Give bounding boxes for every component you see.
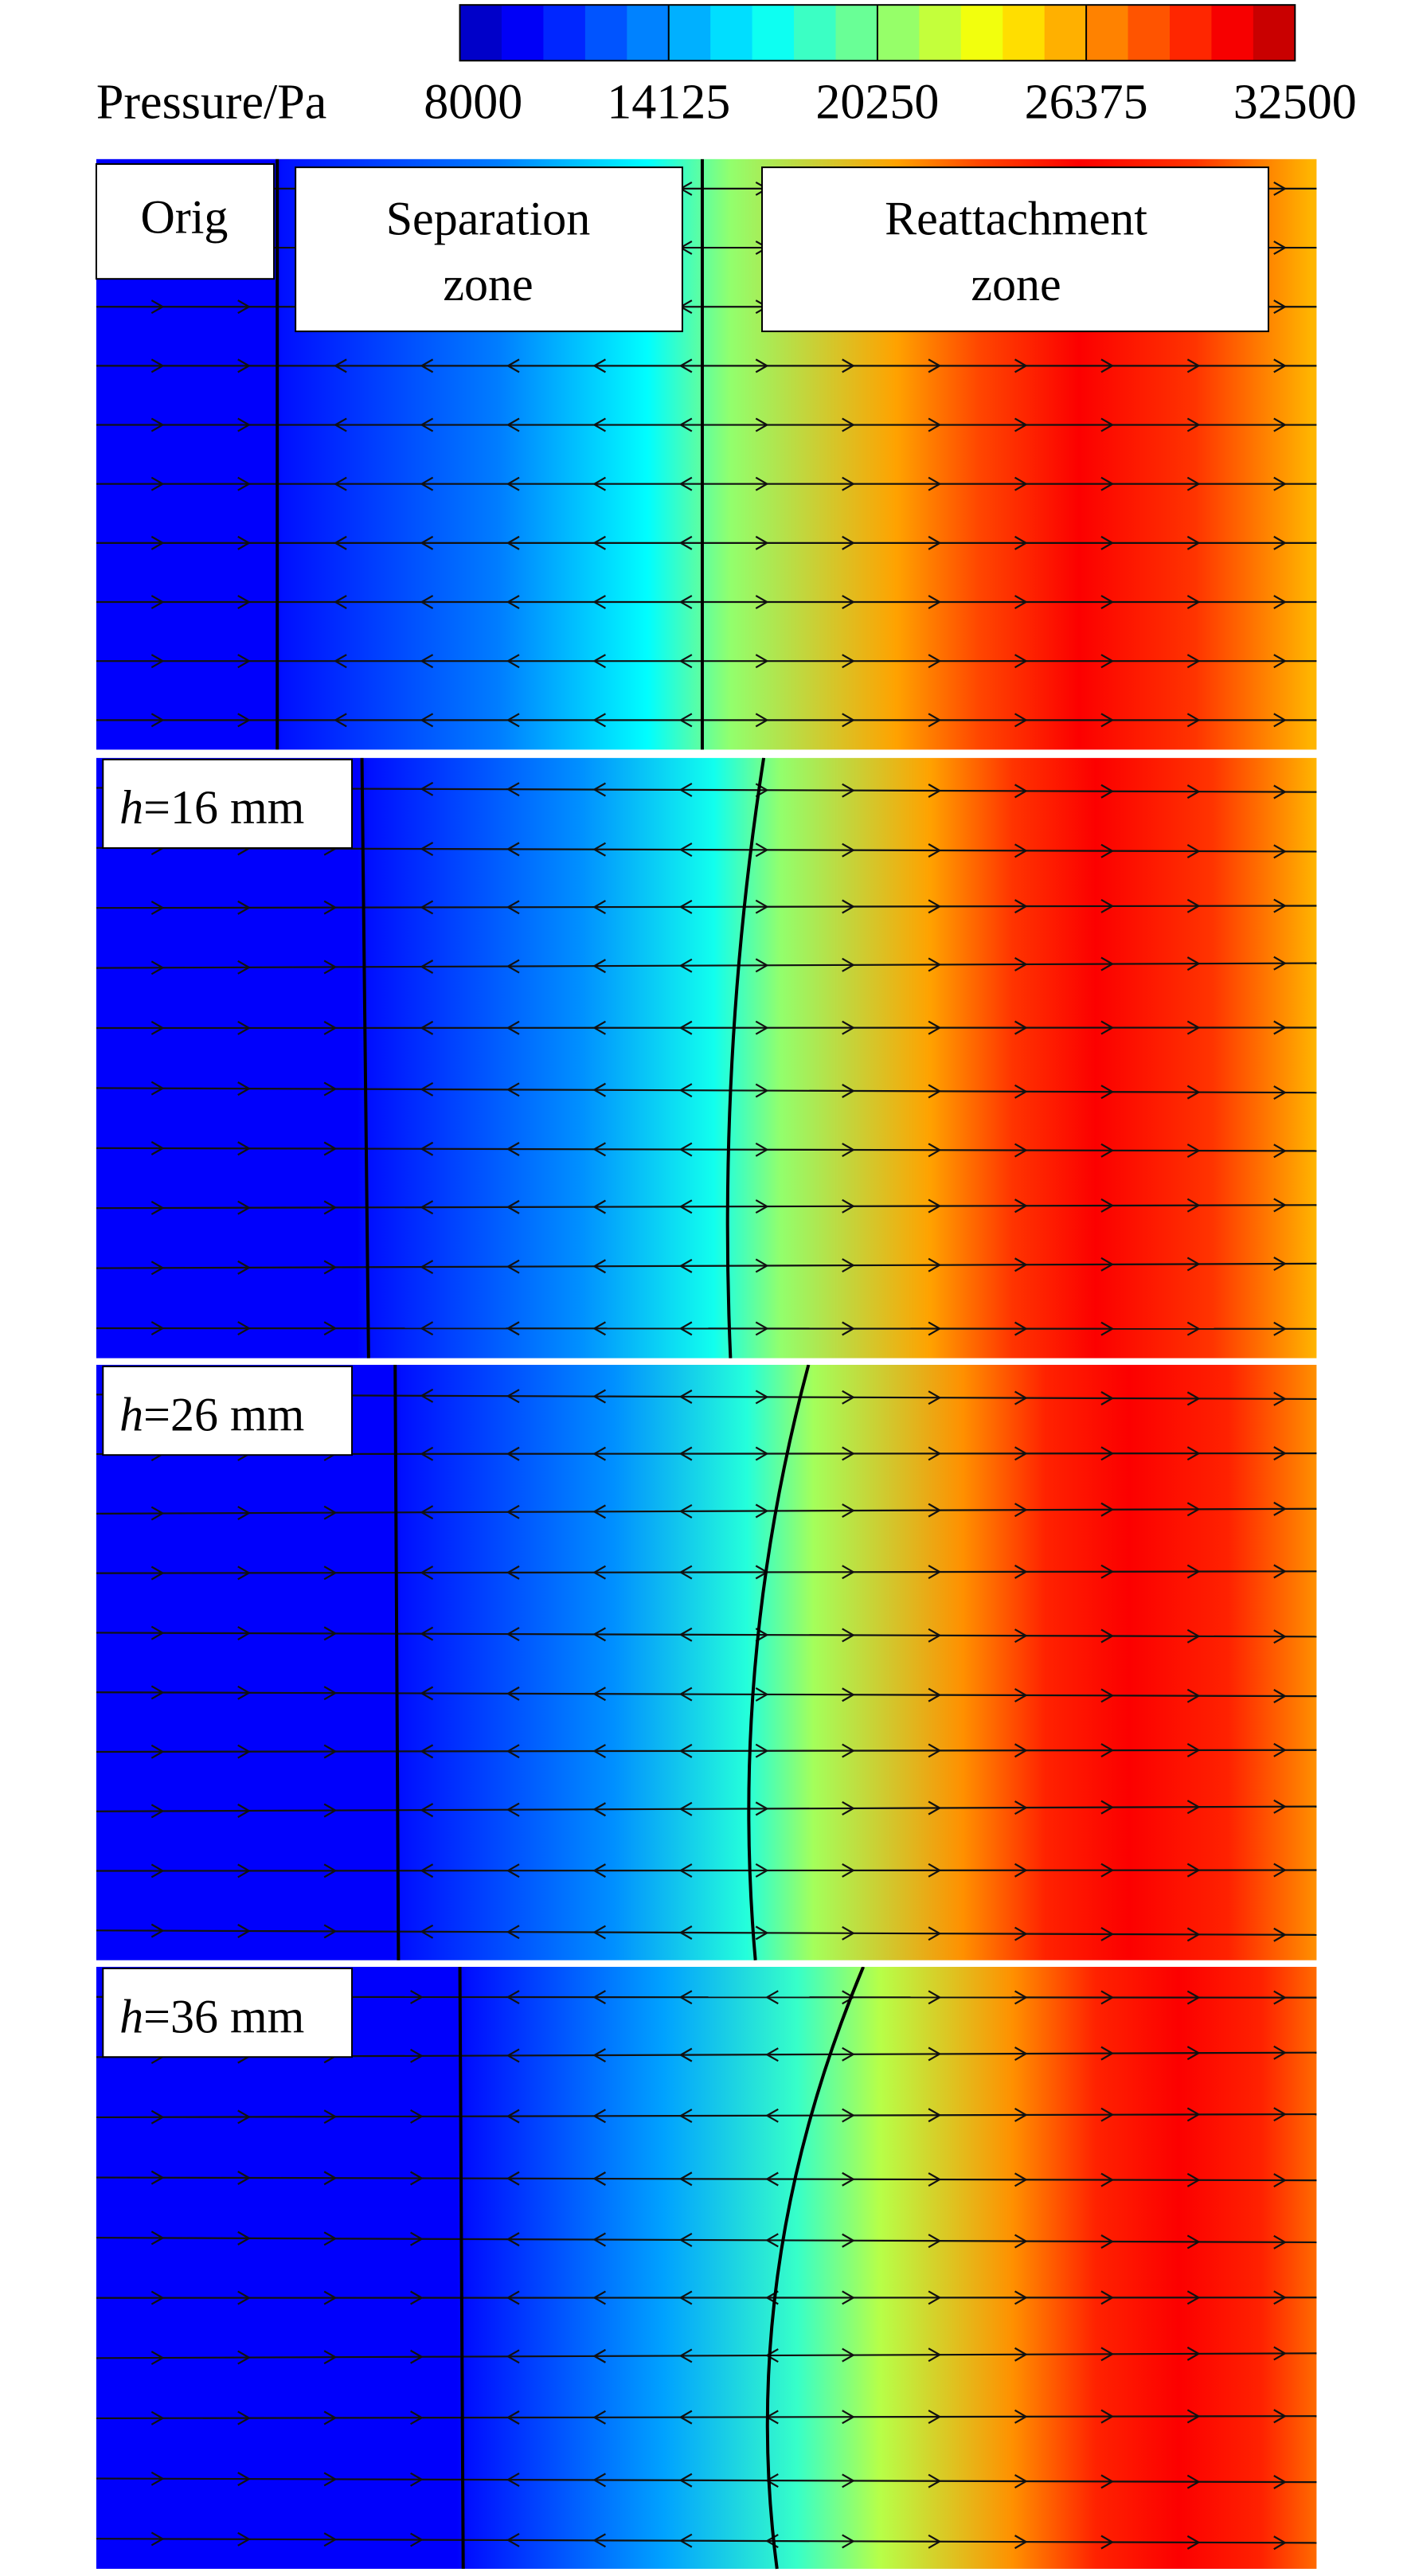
- streamline: [96, 1870, 1316, 1871]
- colorbar-band: [961, 5, 1003, 61]
- colorbar-band: [835, 5, 877, 61]
- case-value: =36 mm: [143, 1990, 304, 2042]
- colorbar-band: [1253, 5, 1296, 61]
- colorbar-band: [1003, 5, 1045, 61]
- case-symbol: h: [119, 1388, 143, 1440]
- colorbar-band: [1211, 5, 1253, 61]
- case-label: h=16 mm: [119, 781, 304, 834]
- colorbar-tick-label: 8000: [424, 75, 522, 129]
- case-symbol: h: [119, 781, 143, 834]
- colorbar-tick-label: 20250: [815, 75, 939, 129]
- colorbar-band: [794, 5, 836, 61]
- case-value: =16 mm: [143, 781, 304, 834]
- colorbar-band: [460, 5, 502, 61]
- colorbar-band: [1170, 5, 1212, 61]
- case-value: =26 mm: [143, 1388, 304, 1440]
- colorbar-band: [502, 5, 544, 61]
- colorbar-tick-label: 32500: [1233, 75, 1357, 129]
- colorbar-tick-label: 26375: [1025, 75, 1148, 129]
- zone-label-line: zone: [443, 258, 533, 311]
- case-label: h=26 mm: [119, 1388, 304, 1440]
- zone-label-line: Reattachment: [885, 193, 1147, 245]
- colorbar-tick-label: 14125: [607, 75, 730, 129]
- colorbar-band: [585, 5, 627, 61]
- colorbar-band: [543, 5, 585, 61]
- streamline: [96, 1328, 1316, 1329]
- colorbar-band: [1128, 5, 1171, 61]
- colorbar-band: [710, 5, 752, 61]
- colorbar-band: [627, 5, 669, 61]
- colorbar-band: [752, 5, 795, 61]
- colorbar-band: [1086, 5, 1128, 61]
- colorbar-label: Pressure/Pa: [96, 75, 326, 129]
- colorbar-band: [1045, 5, 1087, 61]
- colorbar-band: [669, 5, 711, 61]
- colorbar-band: [877, 5, 920, 61]
- case-label: h=36 mm: [119, 1990, 304, 2042]
- colorbar-band: [919, 5, 961, 61]
- streamline: [96, 1027, 1316, 1028]
- zone-label-line: zone: [971, 258, 1061, 311]
- case-symbol: h: [119, 1990, 143, 2042]
- zone-label-line: Separation: [386, 193, 591, 245]
- zone-label: Orig: [140, 191, 228, 244]
